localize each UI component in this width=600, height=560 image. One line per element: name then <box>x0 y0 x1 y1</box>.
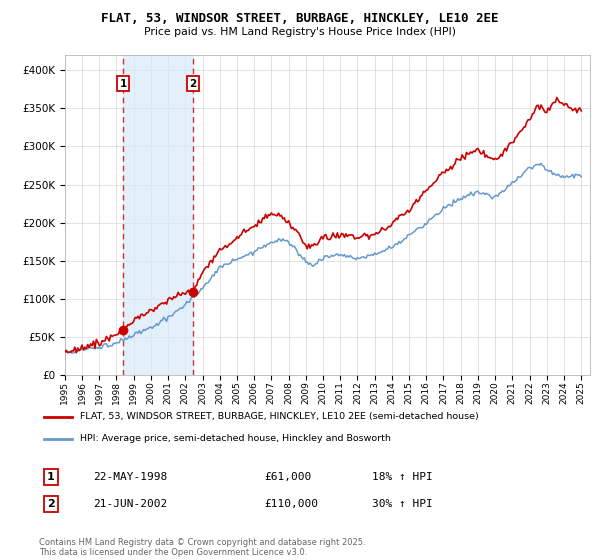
Bar <box>123 55 193 375</box>
Text: £61,000: £61,000 <box>264 472 311 482</box>
Text: Price paid vs. HM Land Registry's House Price Index (HPI): Price paid vs. HM Land Registry's House … <box>144 27 456 37</box>
Text: HPI: Average price, semi-detached house, Hinckley and Bosworth: HPI: Average price, semi-detached house,… <box>80 435 391 444</box>
Text: FLAT, 53, WINDSOR STREET, BURBAGE, HINCKLEY, LE10 2EE: FLAT, 53, WINDSOR STREET, BURBAGE, HINCK… <box>101 12 499 25</box>
Text: 2: 2 <box>47 499 55 509</box>
Text: £110,000: £110,000 <box>264 499 318 509</box>
Text: 1: 1 <box>119 79 127 88</box>
Text: 1: 1 <box>47 472 55 482</box>
Text: 22-MAY-1998: 22-MAY-1998 <box>93 472 167 482</box>
Text: 30% ↑ HPI: 30% ↑ HPI <box>372 499 433 509</box>
Text: Contains HM Land Registry data © Crown copyright and database right 2025.
This d: Contains HM Land Registry data © Crown c… <box>39 538 365 557</box>
Text: 21-JUN-2002: 21-JUN-2002 <box>93 499 167 509</box>
Text: 2: 2 <box>190 79 197 88</box>
Text: FLAT, 53, WINDSOR STREET, BURBAGE, HINCKLEY, LE10 2EE (semi-detached house): FLAT, 53, WINDSOR STREET, BURBAGE, HINCK… <box>80 412 479 421</box>
Text: 18% ↑ HPI: 18% ↑ HPI <box>372 472 433 482</box>
